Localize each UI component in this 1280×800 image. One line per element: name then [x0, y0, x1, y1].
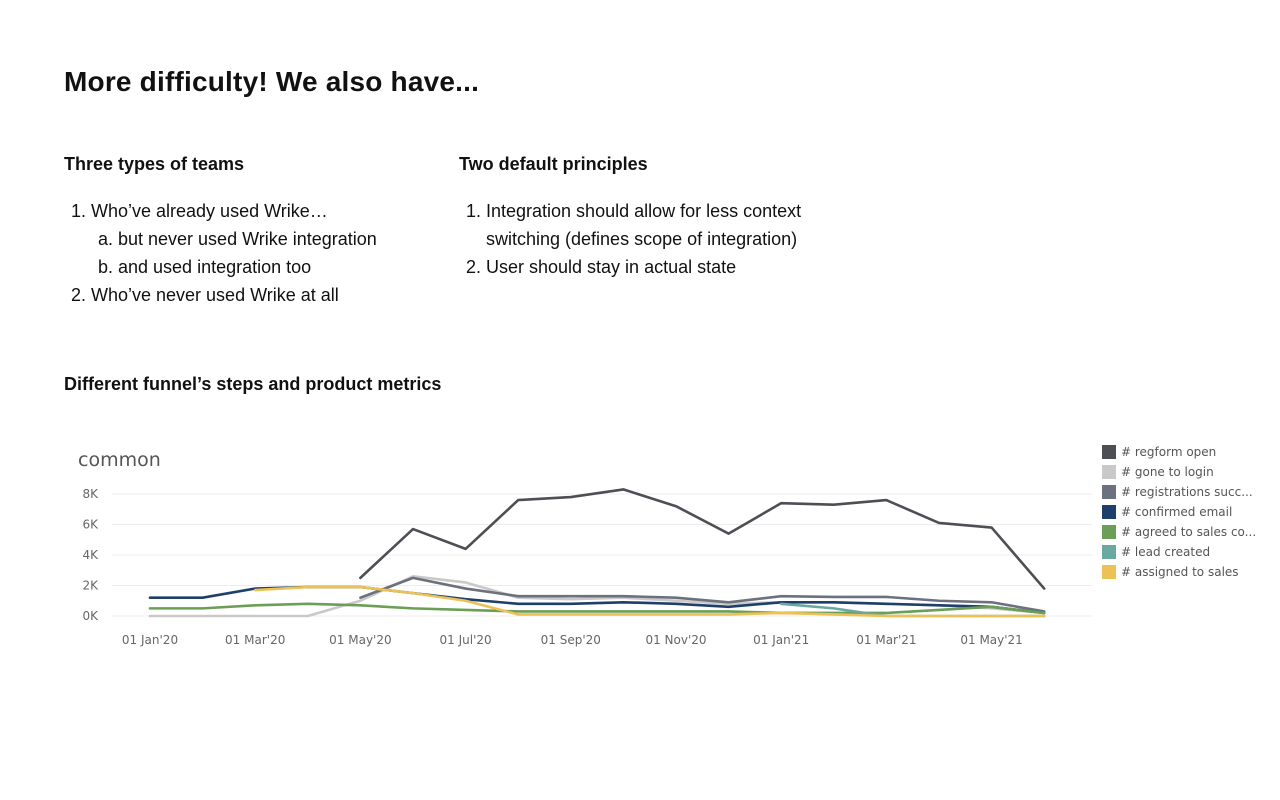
y-tick-label: 0K: [82, 609, 99, 623]
y-tick-label: 2K: [82, 579, 99, 593]
x-tick-label: 01 Mar'20: [225, 633, 285, 647]
teams-column: Three types of teams Who’ve already used…: [64, 154, 444, 309]
chart-series: [148, 488, 1046, 618]
legend-swatch: [1102, 465, 1116, 479]
chart-legend: # regform open # gone to login # registrat…: [1102, 445, 1256, 579]
legend-swatch: [1102, 545, 1116, 559]
series-line-regform-open: [359, 488, 1046, 590]
page-title: More difficulty! We also have...: [64, 66, 480, 97]
chart-section-title: Different funnel’s steps and product met…: [64, 374, 442, 394]
list-item: Who’ve never used Wrike at all: [91, 281, 444, 309]
series-line-assigned-to-sales: [253, 585, 1046, 618]
x-tick-label: 01 Jul'20: [440, 633, 492, 647]
legend-label: # assigned to sales: [1121, 565, 1239, 579]
legend-label: # confirmed email: [1121, 505, 1232, 519]
legend-swatch: [1102, 485, 1116, 499]
list-item: Who’ve already used Wrike… but never use…: [91, 197, 444, 281]
legend-swatch: [1102, 565, 1116, 579]
list-item: User should stay in actual state: [486, 253, 819, 281]
principles-heading: Two default principles: [459, 154, 648, 174]
series-line-confirmed-email: [148, 585, 1046, 615]
principles-column: Two default principles Integration shoul…: [459, 154, 819, 281]
x-tick-label: 01 Nov'20: [645, 633, 706, 647]
series-line-agreed-to-sales-co: [148, 602, 1046, 615]
y-axis: 0K 2K 4K 6K 8K: [82, 487, 99, 623]
x-tick-label: 01 May'20: [329, 633, 391, 647]
y-tick-label: 6K: [82, 518, 99, 532]
list-item: and used integration too: [118, 253, 444, 281]
legend-swatch: [1102, 525, 1116, 539]
y-tick-label: 4K: [82, 548, 99, 562]
legend-label: # regform open: [1121, 445, 1216, 459]
y-tick-label: 8K: [82, 487, 99, 501]
legend-swatch: [1102, 445, 1116, 459]
legend-label: # lead created: [1121, 545, 1210, 559]
x-tick-label: 01 Jan'21: [753, 633, 809, 647]
list-item-text: Who’ve already used Wrike…: [91, 201, 328, 221]
list-item: but never used Wrike integration: [118, 225, 444, 253]
principles-list: Integration should allow for less contex…: [459, 197, 819, 281]
teams-list: Who’ve already used Wrike… but never use…: [64, 197, 444, 309]
legend-swatch: [1102, 505, 1116, 519]
x-tick-label: 01 Jan'20: [122, 633, 178, 647]
teams-heading: Three types of teams: [64, 154, 245, 174]
x-tick-label: 01 Mar'21: [856, 633, 916, 647]
legend-label: # gone to login: [1121, 465, 1214, 479]
x-tick-label: 01 Sep'20: [541, 633, 601, 647]
chart-grid: [112, 493, 1092, 617]
sub-list: but never used Wrike integration and use…: [91, 225, 444, 281]
x-axis: 01 Jan'20 01 Mar'20 01 May'20 01 Jul'20 01 S…: [122, 633, 1023, 647]
series-line-registrations-succ: [359, 576, 1046, 613]
chart-title: common: [78, 449, 161, 471]
legend-label: # registrations succ...: [1121, 485, 1253, 499]
x-tick-label: 01 May'21: [960, 633, 1022, 647]
legend-label: # agreed to sales co...: [1121, 525, 1256, 539]
list-item: Integration should allow for less contex…: [486, 197, 819, 253]
